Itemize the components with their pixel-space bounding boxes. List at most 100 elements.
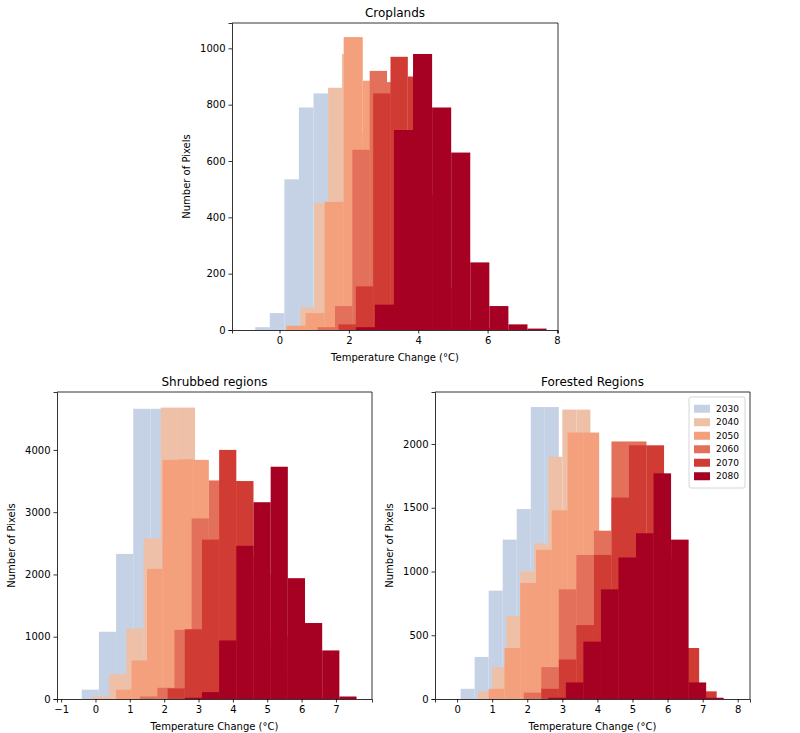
tick: 4 xyxy=(230,699,236,715)
tick: 6 xyxy=(485,330,491,346)
histogram-bar xyxy=(202,692,219,699)
histogram-bar xyxy=(271,467,288,699)
tick-label: 4 xyxy=(416,335,422,346)
tick-mark xyxy=(597,699,598,703)
histogram-bar xyxy=(284,179,299,330)
histogram-bar xyxy=(671,540,689,699)
legend-label: 2040 xyxy=(716,417,739,427)
frame xyxy=(435,392,750,393)
tick: 2000 xyxy=(25,569,57,580)
legend-swatch xyxy=(694,418,710,426)
tick-mark xyxy=(130,699,131,703)
tick: 0 xyxy=(93,699,99,715)
tick: 8 xyxy=(735,699,741,715)
y-axis-title: Number of Pixels xyxy=(6,503,17,588)
tick-label: 3000 xyxy=(25,507,50,518)
axis-line xyxy=(229,24,233,331)
tick-label: 1500 xyxy=(403,502,428,513)
tick-mark xyxy=(95,699,96,703)
tick: 2 xyxy=(346,330,352,346)
tick-mark xyxy=(457,699,458,703)
tick-mark xyxy=(668,699,669,703)
tick: 600 xyxy=(206,156,232,167)
tick: 1000 xyxy=(25,631,57,642)
tick-label: 4 xyxy=(230,704,236,715)
series xyxy=(461,407,601,699)
axis-line xyxy=(432,393,436,700)
y-axis: 0500100015002000 xyxy=(403,393,435,705)
title: Croplands xyxy=(365,6,425,20)
axis-line xyxy=(233,331,559,334)
histogram-bar xyxy=(219,450,236,699)
tick-mark xyxy=(562,699,563,703)
tick-label: 600 xyxy=(206,156,225,167)
tick-label: 6 xyxy=(485,335,491,346)
tick-label: 6 xyxy=(299,704,305,715)
histogram-bar xyxy=(489,689,505,699)
tick-label: 0 xyxy=(93,704,99,715)
histogram-bar xyxy=(305,623,322,699)
histogram-bar xyxy=(339,697,356,699)
histogram-bar xyxy=(636,533,654,699)
histogram-bar xyxy=(375,305,394,330)
panel: 0246802004006008001000CroplandsTemperatu… xyxy=(181,6,561,363)
tick-mark xyxy=(432,635,436,636)
histogram-bar xyxy=(185,629,202,699)
histogram-bar xyxy=(520,583,536,699)
tick-label: 2000 xyxy=(403,439,428,450)
histogram-bar xyxy=(253,502,270,699)
tick: 0 xyxy=(277,330,283,346)
tick-mark xyxy=(54,699,58,700)
histogram-bar xyxy=(185,698,202,699)
histogram-bar xyxy=(236,546,253,699)
x-axis: 0 2 4 6 8 xyxy=(233,330,561,346)
frame xyxy=(57,392,372,393)
tick-label: 6 xyxy=(665,704,671,715)
tick: 5 xyxy=(630,699,636,715)
tick: 6 xyxy=(299,699,305,715)
panel: 0123456780500100015002000Forested Region… xyxy=(384,375,751,732)
histogram-bar xyxy=(168,688,185,699)
legend-swatch xyxy=(694,405,710,413)
histogram-bar xyxy=(322,650,339,699)
tick-mark xyxy=(632,699,633,703)
tick-mark xyxy=(703,699,704,703)
tick-label: −1 xyxy=(54,704,69,715)
tick: 2 xyxy=(525,699,531,715)
tick-label: 3 xyxy=(560,704,566,715)
tick: 0 xyxy=(454,699,460,715)
histogram-bar xyxy=(373,93,390,330)
tick: 4 xyxy=(595,699,601,715)
histogram-bar xyxy=(394,130,413,330)
series xyxy=(356,54,547,330)
frame xyxy=(558,23,559,330)
histogram-bar xyxy=(356,286,373,330)
tick: 8 xyxy=(554,330,560,346)
tick-label: 4 xyxy=(595,704,601,715)
histogram-bar xyxy=(548,698,566,699)
legend-swatch xyxy=(694,472,710,480)
histogram-bar xyxy=(413,54,432,330)
tick-label: 8 xyxy=(554,335,560,346)
bars xyxy=(461,407,724,699)
histogram-bar xyxy=(132,660,147,699)
histogram-bar xyxy=(504,648,520,699)
series xyxy=(92,408,264,699)
bars xyxy=(255,37,546,330)
histogram-bar xyxy=(236,481,253,699)
histogram-bar xyxy=(202,540,219,699)
histogram-bar xyxy=(541,689,559,699)
histogram-bar xyxy=(92,697,109,699)
histogram-bar xyxy=(299,107,314,330)
tick: 1 xyxy=(127,699,133,715)
tick-mark xyxy=(738,699,739,703)
figure: 0246802004006008001000CroplandsTemperatu… xyxy=(0,0,800,733)
x-axis-title: Temperature Change (°C) xyxy=(330,352,459,363)
tick-mark xyxy=(302,699,303,703)
tick: 0 xyxy=(219,325,232,336)
histogram-bar xyxy=(147,569,162,699)
series xyxy=(478,410,618,699)
tick-label: 1000 xyxy=(403,566,428,577)
tick-label: 7 xyxy=(333,704,339,715)
series xyxy=(116,459,271,699)
